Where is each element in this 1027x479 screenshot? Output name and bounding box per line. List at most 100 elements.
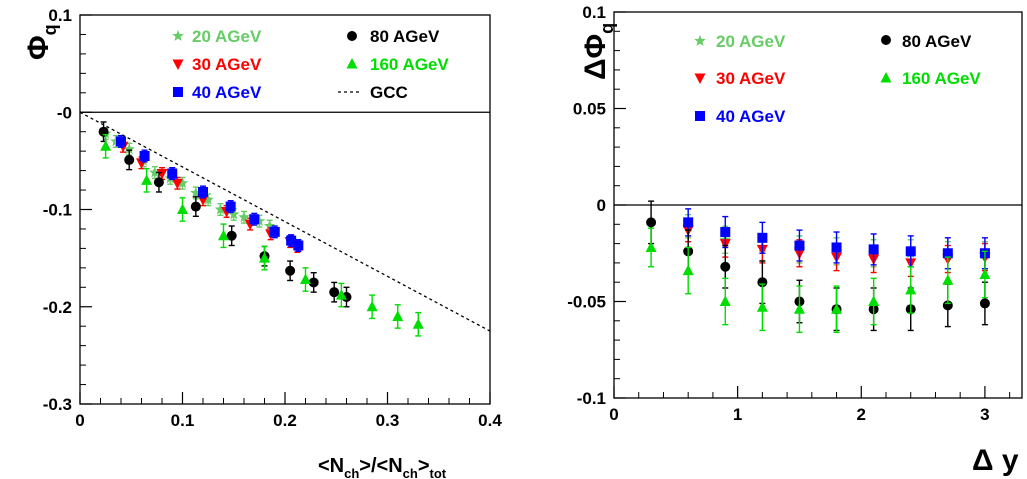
legend-marker-s30 (694, 73, 706, 84)
left-xlabel-p5: > (418, 455, 430, 477)
data-point-s20 (214, 203, 227, 215)
left-legend-label-160: 160 AGeV (370, 55, 449, 74)
left-xlabel-p4: ch (403, 466, 418, 479)
right-legend-label-40: 40 AGeV (716, 107, 786, 126)
left-xlabel: <Nch>/<Nch>tot (318, 455, 447, 479)
data-point-s160 (141, 174, 153, 185)
data-point-s160 (682, 264, 694, 276)
data-point-s160 (868, 295, 880, 306)
data-point-s20 (149, 166, 161, 178)
right-legend-label-30: 30 AGeV (716, 69, 786, 88)
data-point-s40 (269, 226, 280, 237)
data-point-s80 (153, 177, 164, 188)
left-xlabel-p6: tot (430, 466, 447, 479)
right-legend-label-80: 80 AGeV (902, 32, 972, 51)
data-point-s80 (308, 277, 319, 288)
right-ylabel-sub: q (597, 23, 617, 34)
y-tick-label: -0 (57, 103, 72, 122)
y-tick-label: -0.1 (43, 201, 72, 220)
series-s160 (100, 133, 424, 337)
data-point-s160 (300, 273, 311, 285)
x-tick-label: 3 (980, 405, 989, 424)
series-gcc (79, 111, 491, 332)
data-point-s40 (942, 248, 953, 259)
data-point-s40 (116, 136, 126, 147)
data-point-s80 (720, 261, 731, 272)
data-point-s160 (719, 295, 731, 306)
y-tick-label: 0.1 (582, 3, 606, 22)
data-point-s40 (139, 151, 150, 162)
data-point-s20 (190, 186, 202, 198)
right-legend: 20 AGeV 30 AGeV 40 AGeV 80 AGeV 160 AGeV (694, 32, 981, 126)
data-point-s160 (392, 310, 404, 321)
series-s40 (683, 208, 990, 270)
data-point-s160 (831, 303, 843, 314)
legend-marker-s30 (172, 59, 184, 70)
x-tick-label: 2 (857, 405, 866, 424)
series-s40 (116, 134, 304, 253)
x-tick-label: 1 (733, 405, 742, 424)
right-legend-label-160: 160 AGeV (902, 69, 981, 88)
data-point-s80 (190, 201, 201, 212)
x-tick-label: 0.3 (376, 411, 400, 430)
right-ylabel: ΔΦq (579, 23, 617, 80)
data-point-s160 (335, 289, 347, 300)
legend-marker-s20 (172, 30, 184, 41)
data-point-s80 (979, 298, 990, 309)
right-ylabel-main: ΔΦ (579, 34, 612, 80)
left-ylabel-sub: q (40, 24, 60, 35)
right-plot-area: 0 1 2 3 0.1 0.05 0 -0.05 -0.1 (567, 3, 1023, 424)
data-point-s40 (167, 168, 178, 179)
data-point-s20 (110, 135, 122, 147)
data-point-s160 (177, 203, 188, 214)
data-point-s40 (868, 244, 879, 255)
left-legend-label-30: 30 AGeV (192, 55, 262, 74)
x-tick-label: 0.4 (478, 411, 502, 430)
data-point-s160 (793, 303, 805, 314)
data-point-s40 (905, 246, 916, 257)
legend-marker-s80 (881, 35, 891, 45)
left-legend-label-20: 20 AGeV (192, 27, 262, 46)
data-point-s20 (176, 177, 189, 189)
left-xlabel-p2: ch (344, 466, 359, 479)
data-point-s20 (238, 211, 250, 223)
data-point-s160 (942, 274, 954, 285)
data-point-s40 (198, 186, 208, 197)
data-point-s20 (263, 220, 276, 231)
data-point-s80 (646, 217, 657, 228)
y-tick-label: -0.2 (43, 298, 72, 317)
y-tick-label: -0.3 (43, 395, 72, 414)
right-legend-label-20: 20 AGeV (716, 32, 786, 51)
data-point-s40 (794, 240, 805, 251)
data-point-s40 (249, 214, 260, 225)
left-ylabel: Φq (22, 24, 60, 60)
left-legend: 20 AGeV 30 AGeV 40 AGeV 80 AGeV 160 AGeV… (172, 27, 449, 102)
x-tick-label: 0 (609, 405, 618, 424)
legend-marker-s160 (880, 72, 892, 83)
data-point-s160 (905, 283, 917, 295)
gcc-line (79, 111, 491, 332)
x-tick-label: 0 (75, 411, 84, 430)
series-s160 (645, 227, 991, 334)
y-tick-label: 0.1 (48, 6, 72, 25)
data-point-s40 (683, 217, 694, 228)
left-xlabel-p3: >/<N (359, 455, 402, 477)
right-chart: 0 1 2 3 0.1 0.05 0 -0.05 -0.1 20 AGeV 30 AGeV 40… (567, 3, 1023, 477)
left-legend-label-gcc: GCC (370, 83, 408, 102)
x-tick-label: 0.2 (273, 411, 297, 430)
data-point-s40 (757, 232, 768, 243)
data-point-s30 (156, 169, 168, 180)
left-chart: 0 0.1 0.2 0.3 0.4 0.1 -0 -0.1 -0.2 -0.3 20 AGeV 3… (22, 6, 502, 479)
series-s80 (98, 121, 352, 308)
data-point-s160 (218, 229, 229, 241)
data-point-s80 (226, 230, 237, 241)
left-xlabel-p1: <N (318, 455, 344, 477)
data-point-s20 (123, 143, 135, 155)
series-s80 (646, 200, 990, 332)
data-point-s160 (366, 300, 378, 312)
data-point-s160 (645, 241, 657, 252)
right-xlabel: Δ y (972, 444, 1019, 477)
data-point-s80 (329, 287, 340, 298)
data-point-s80 (285, 265, 296, 276)
